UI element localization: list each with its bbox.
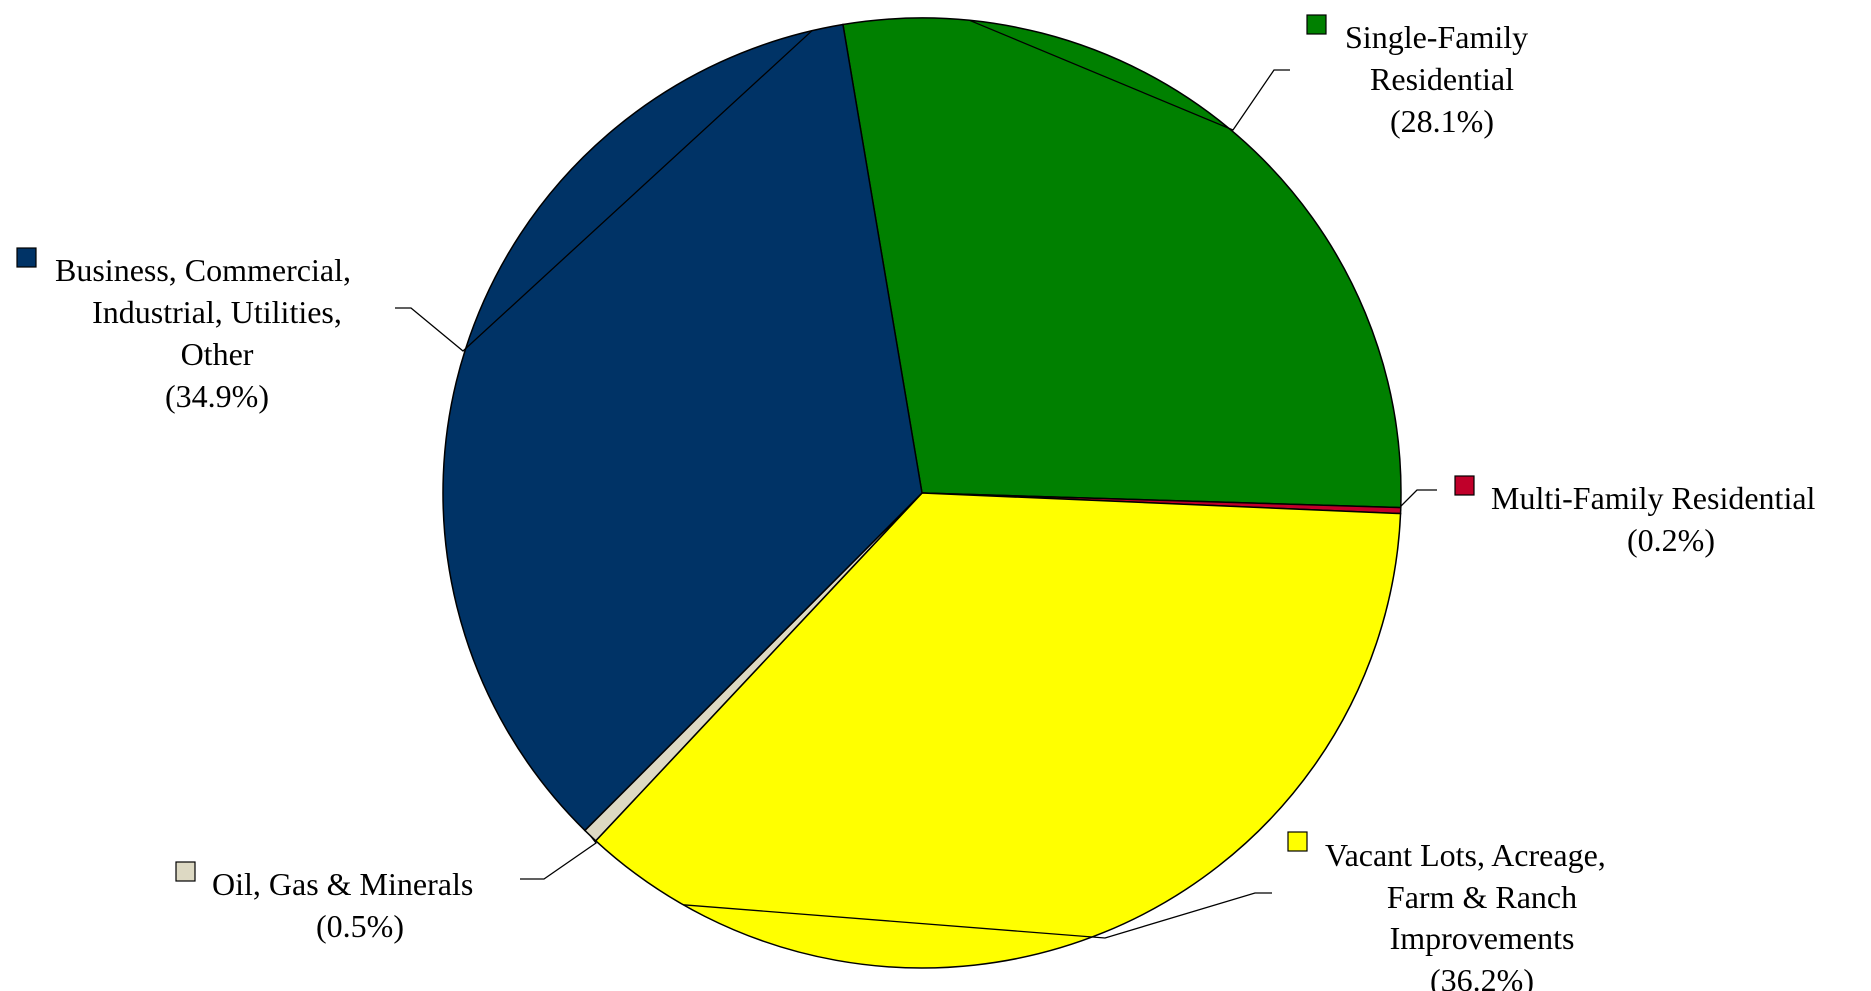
slice-label-business-line-2: Industrial, Utilities, [92,294,342,330]
slice-label-single-family-line-2: Residential [1370,61,1514,97]
pie-slice-single-family [842,17,1402,509]
slice-label-vacant-lots-line-3: Improvements [1390,920,1575,956]
legend-swatch-vacant-lots [1287,831,1308,852]
pie-slice-vacant-lots [594,492,1402,969]
legend-swatch-single-family [1306,14,1327,35]
pie-slices [442,17,1402,969]
legend-swatch-multi-family [1454,475,1475,496]
slice-percent-business: (34.9%) [165,378,269,414]
legend-swatch-oil-gas [175,861,196,882]
slice-percent-vacant-lots: (36.2%) [1430,962,1534,991]
leader-lines [395,19,1437,939]
slice-label-multi-family-line-1: Multi-Family Residential [1491,480,1816,516]
leader-line-oil-gas [520,835,597,880]
slice-label-single-family-line-1: Single-Family [1345,19,1528,55]
slice-label-vacant-lots-line-1: Vacant Lots, Acreage, [1325,837,1606,873]
slice-label-business-line-3: Other [181,336,254,372]
leader-line-multi-family [1400,489,1437,511]
legend-swatch-business [16,247,37,268]
slice-labels: Single-Family Residential (28.1%) Multi-Fam… [16,14,1816,991]
slice-label-vacant-lots-line-2: Farm & Ranch [1387,879,1577,915]
leader-line-single-family [969,19,1290,131]
slice-label-oil-gas-line-1: Oil, Gas & Minerals [212,866,473,902]
slice-label-business-line-1: Business, Commercial, [55,252,351,288]
leader-line-business [395,30,813,352]
slice-percent-single-family: (28.1%) [1390,103,1494,139]
leader-line-vacant-lots [683,892,1272,939]
slice-percent-oil-gas: (0.5%) [316,908,404,944]
slice-percent-multi-family: (0.2%) [1627,522,1715,558]
